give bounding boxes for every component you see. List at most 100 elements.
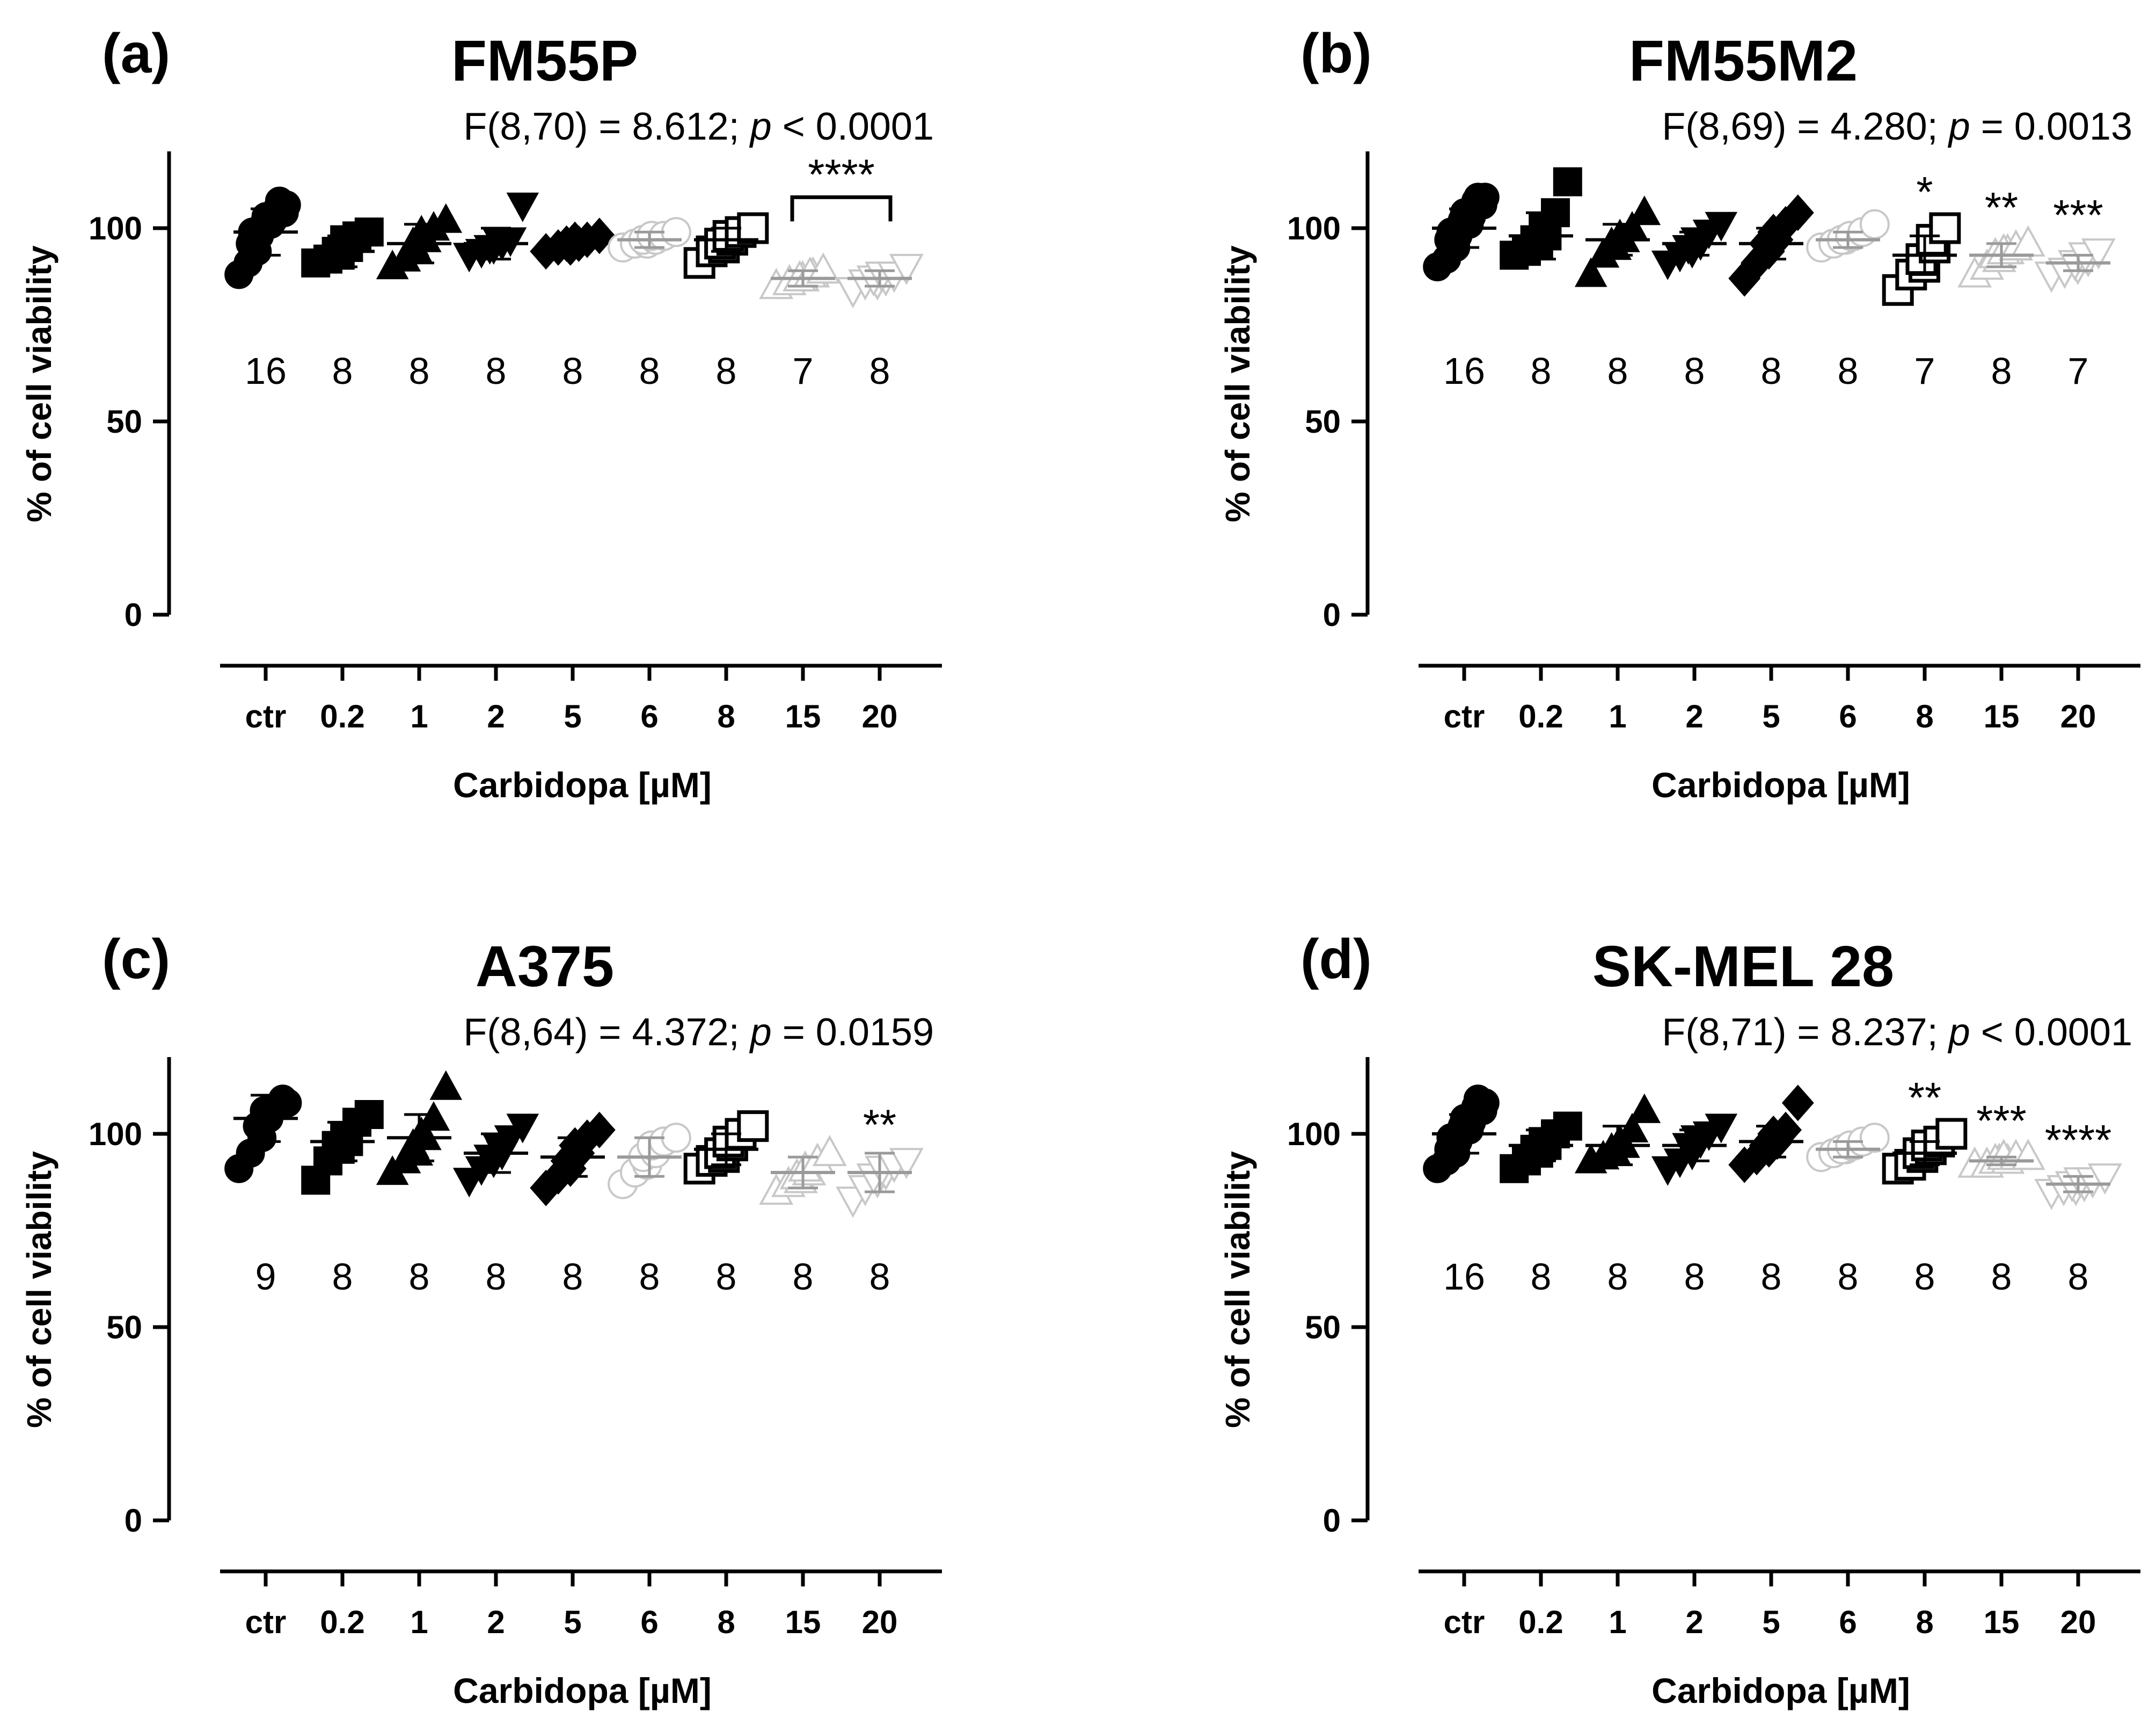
group-0.2 bbox=[1500, 1111, 1582, 1183]
group-1 bbox=[376, 203, 463, 280]
x-axis-title: Carbidopa [µM] bbox=[1651, 1671, 1910, 1710]
x-tick-label: 8 bbox=[717, 1604, 735, 1640]
group-ctr bbox=[1423, 183, 1500, 281]
x-tick-label: 2 bbox=[487, 1604, 505, 1640]
x-tick-label: 2 bbox=[1685, 1604, 1703, 1640]
x-tick-label: 6 bbox=[1839, 1604, 1857, 1640]
data-point bbox=[506, 192, 539, 222]
data-point bbox=[1553, 167, 1582, 196]
group-2 bbox=[452, 1113, 539, 1198]
group-2 bbox=[452, 192, 539, 273]
x-tick-label: 1 bbox=[1609, 698, 1626, 734]
group-5 bbox=[1728, 1084, 1814, 1183]
anova-statistic: F(8,69) = 4.280; p = 0.0013 bbox=[1662, 105, 2132, 148]
n-count: 8 bbox=[562, 350, 583, 392]
chart-title: SK-MEL 28 bbox=[1592, 934, 1894, 999]
n-count: 7 bbox=[1914, 350, 1935, 392]
y-tick-label: 100 bbox=[1287, 210, 1341, 246]
data-point bbox=[354, 217, 384, 247]
chart-title: FM55M2 bbox=[1629, 28, 1858, 93]
group-5 bbox=[530, 217, 616, 270]
stat-p-symbol: p bbox=[1948, 1011, 1970, 1054]
n-count: 16 bbox=[1443, 1256, 1485, 1298]
significance-marker: ** bbox=[1985, 184, 2018, 231]
x-tick-label: 8 bbox=[1916, 698, 1933, 734]
panel-label: (b) bbox=[1300, 23, 1372, 85]
x-tick-label: 2 bbox=[487, 698, 505, 734]
significance-marker: *** bbox=[1976, 1097, 2026, 1145]
x-tick-label: ctr bbox=[1444, 1604, 1485, 1640]
n-count: 8 bbox=[716, 1256, 737, 1298]
group-20 bbox=[836, 253, 924, 309]
panel-label: (d) bbox=[1300, 928, 1372, 991]
x-tick-label: 5 bbox=[1762, 698, 1780, 734]
x-tick-label: 0.2 bbox=[1518, 698, 1563, 734]
n-count: 8 bbox=[1991, 350, 2012, 392]
x-tick-label: 5 bbox=[1762, 1604, 1780, 1640]
data-point bbox=[1929, 212, 1961, 244]
group-ctr bbox=[224, 186, 301, 289]
group-2 bbox=[1651, 212, 1738, 280]
group-8 bbox=[1882, 212, 1961, 306]
data-point bbox=[1574, 257, 1607, 287]
data-point bbox=[1628, 195, 1661, 225]
data-point bbox=[812, 1134, 847, 1167]
n-count: 8 bbox=[486, 350, 507, 392]
y-axis-title: % of cell viability bbox=[20, 245, 59, 522]
group-0.2 bbox=[301, 217, 384, 278]
n-count: 8 bbox=[332, 350, 353, 392]
stat-p-symbol: p bbox=[749, 1011, 772, 1054]
n-count: 8 bbox=[1838, 1256, 1859, 1298]
stat-p-value: < 0.0001 bbox=[1970, 1011, 2132, 1054]
data-point bbox=[506, 1113, 539, 1144]
y-tick-label: 100 bbox=[89, 1116, 142, 1152]
group-6 bbox=[608, 217, 691, 263]
x-tick-label: 5 bbox=[564, 1604, 581, 1640]
data-point bbox=[1463, 1084, 1493, 1114]
data-point bbox=[889, 1148, 924, 1179]
x-tick-label: ctr bbox=[245, 1604, 287, 1640]
group-5 bbox=[1728, 194, 1814, 297]
y-tick-label: 50 bbox=[106, 404, 142, 440]
x-tick-label: 15 bbox=[1984, 1604, 2020, 1640]
data-point bbox=[2081, 238, 2116, 270]
n-count: 8 bbox=[793, 1256, 814, 1298]
group-0.2 bbox=[1500, 167, 1582, 270]
data-point bbox=[265, 186, 294, 216]
y-tick-label: 0 bbox=[1323, 1503, 1341, 1539]
significance-marker: **** bbox=[2045, 1116, 2112, 1164]
x-axis-title: Carbidopa [µM] bbox=[1651, 765, 1910, 805]
n-count: 8 bbox=[1838, 350, 1859, 392]
n-count: 8 bbox=[2068, 1256, 2089, 1298]
data-point bbox=[661, 1123, 691, 1153]
n-count: 8 bbox=[639, 350, 660, 392]
n-count: 8 bbox=[1761, 1256, 1782, 1298]
y-axis-title: % of cell viability bbox=[1218, 1151, 1257, 1428]
data-point bbox=[661, 217, 691, 247]
x-tick-label: ctr bbox=[1444, 698, 1485, 734]
n-count: 8 bbox=[562, 1256, 583, 1298]
x-tick-label: 20 bbox=[2060, 698, 2096, 734]
significance-marker: ** bbox=[863, 1101, 896, 1148]
data-point bbox=[2087, 1163, 2122, 1195]
data-point bbox=[889, 253, 924, 286]
group-0.2 bbox=[301, 1100, 384, 1195]
n-count: 7 bbox=[793, 350, 814, 392]
n-count: 8 bbox=[332, 1256, 353, 1298]
group-6 bbox=[1806, 1123, 1890, 1172]
x-tick-label: ctr bbox=[245, 698, 287, 734]
n-count: 8 bbox=[869, 350, 890, 392]
x-tick-label: 20 bbox=[862, 1604, 898, 1640]
panel-label: (c) bbox=[102, 928, 170, 991]
data-point bbox=[417, 1101, 450, 1131]
data-point bbox=[429, 1070, 463, 1100]
data-point bbox=[1935, 1118, 1968, 1150]
x-tick-label: 15 bbox=[785, 698, 821, 734]
n-count: 8 bbox=[1607, 350, 1628, 392]
n-count: 8 bbox=[869, 1256, 890, 1298]
data-point bbox=[1705, 1113, 1738, 1144]
n-count: 8 bbox=[486, 1256, 507, 1298]
y-tick-label: 0 bbox=[125, 597, 142, 633]
stat-p-value: < 0.0001 bbox=[772, 105, 934, 148]
